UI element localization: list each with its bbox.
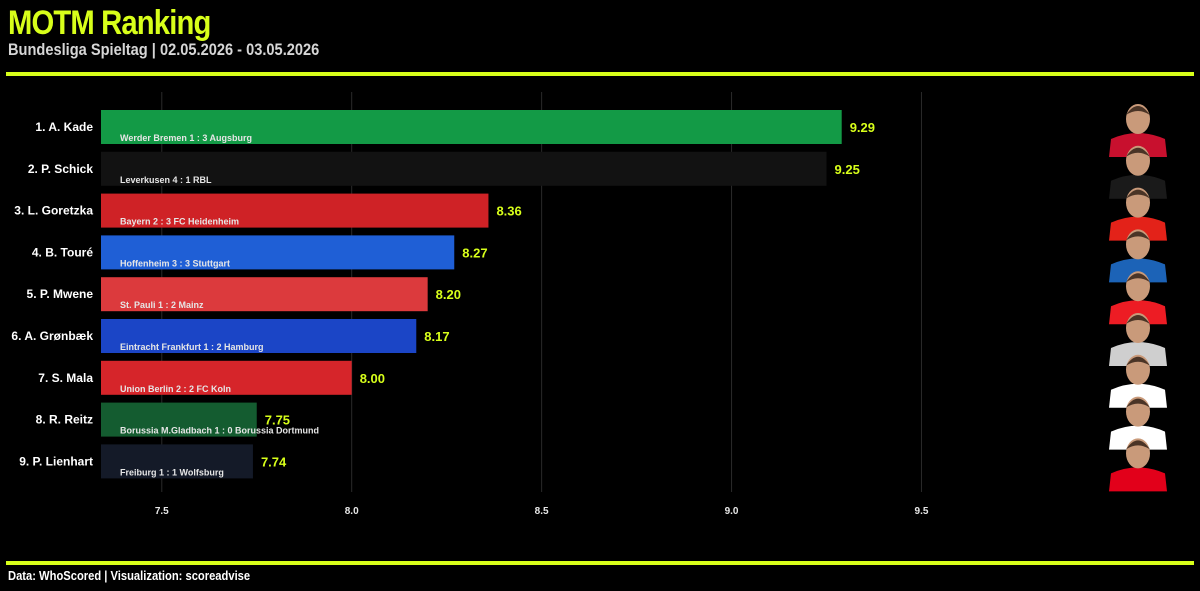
player-photo xyxy=(1109,271,1167,325)
match-label: Werder Bremen 1 : 3 Augsburg xyxy=(120,133,252,143)
match-label: Bayern 2 : 3 FC Heidenheim xyxy=(120,217,239,227)
hair-shape xyxy=(1126,106,1150,115)
value-label: 8.00 xyxy=(360,371,385,386)
category-label: 9. P. Lienhart xyxy=(19,454,93,468)
category-label: 7. S. Mala xyxy=(38,371,93,385)
player-photos xyxy=(1109,104,1167,492)
category-label: 8. R. Reitz xyxy=(36,413,93,427)
match-label: Union Berlin 2 : 2 FC Koln xyxy=(120,384,231,394)
match-label: Borussia M.Gladbach 1 : 0 Borussia Dortm… xyxy=(120,426,319,436)
hair-shape xyxy=(1126,440,1150,450)
bar xyxy=(101,360,352,395)
bar xyxy=(101,444,253,479)
category-label: 1. A. Kade xyxy=(35,120,93,134)
jersey-shape xyxy=(1109,467,1167,492)
hair-shape xyxy=(1126,273,1150,283)
bar xyxy=(101,319,417,353)
category-label: 5. P. Mwene xyxy=(27,287,94,301)
match-label: Eintracht Frankfurt 1 : 2 Hamburg xyxy=(120,342,264,352)
player-photo xyxy=(1109,438,1167,492)
jersey-shape xyxy=(1109,133,1167,157)
jersey-shape xyxy=(1109,342,1167,366)
value-label: 8.27 xyxy=(462,245,487,260)
top-divider xyxy=(6,72,1194,76)
x-tick-label: 7.5 xyxy=(155,506,169,517)
x-tick-label: 8.5 xyxy=(535,506,549,517)
jersey-shape xyxy=(1109,174,1167,199)
jersey-shape xyxy=(1109,300,1167,325)
player-photo xyxy=(1109,145,1167,199)
page-title: MOTM Ranking xyxy=(8,4,211,42)
bar xyxy=(101,277,428,312)
bar xyxy=(101,110,842,144)
hair-shape xyxy=(1126,189,1150,199)
page-subtitle: Bundesliga Spieltag | 02.05.2026 - 03.05… xyxy=(8,40,320,59)
value-label: 8.17 xyxy=(424,329,449,344)
category-label: 6. A. Grønbæk xyxy=(11,329,93,343)
bar xyxy=(101,151,827,186)
value-label: 8.36 xyxy=(496,204,521,219)
category-label: 3. L. Goretzka xyxy=(14,204,93,218)
bottom-divider xyxy=(6,561,1194,565)
player-photo xyxy=(1109,313,1167,366)
hair-shape xyxy=(1126,231,1150,241)
player-photo xyxy=(1109,396,1167,450)
hair-shape xyxy=(1126,356,1150,366)
value-label: 9.29 xyxy=(850,120,875,135)
hair-shape xyxy=(1126,147,1150,157)
bar xyxy=(101,193,489,228)
x-tick-label: 9.5 xyxy=(915,506,929,517)
match-label: Freiburg 1 : 1 Wolfsburg xyxy=(120,467,224,477)
jersey-shape xyxy=(1109,216,1167,241)
hair-shape xyxy=(1126,398,1150,408)
bar xyxy=(101,402,257,437)
bar xyxy=(101,235,455,270)
match-label: St. Pauli 1 : 2 Mainz xyxy=(120,300,204,310)
hair-shape xyxy=(1126,315,1150,324)
x-tick-label: 9.0 xyxy=(725,506,739,517)
player-photo xyxy=(1109,187,1167,241)
jersey-shape xyxy=(1109,258,1167,283)
label-layer: 1. A. Kade 9.29 Werder Bremen 1 : 3 Augsbu… xyxy=(11,120,875,477)
value-label: 7.75 xyxy=(265,413,290,428)
player-photo xyxy=(1109,104,1167,157)
jersey-shape xyxy=(1109,425,1167,450)
match-label: Leverkusen 4 : 1 RBL xyxy=(120,175,212,185)
x-axis: 7.5 8.0 8.5 9.0 9.5 xyxy=(155,506,929,517)
footer-credit: Data: WhoScored | Visualization: scoread… xyxy=(8,568,251,583)
category-label: 4. B. Touré xyxy=(32,245,93,259)
player-photo xyxy=(1109,354,1167,408)
match-label: Hoffenheim 3 : 3 Stuttgart xyxy=(120,258,230,268)
category-label: 2. P. Schick xyxy=(28,162,93,176)
player-photo xyxy=(1109,229,1167,283)
value-label: 8.20 xyxy=(436,287,461,302)
value-label: 9.25 xyxy=(835,162,860,177)
x-tick-label: 8.0 xyxy=(345,506,359,517)
bar-layer xyxy=(101,110,842,479)
value-label: 7.74 xyxy=(261,454,287,469)
jersey-shape xyxy=(1109,383,1167,408)
